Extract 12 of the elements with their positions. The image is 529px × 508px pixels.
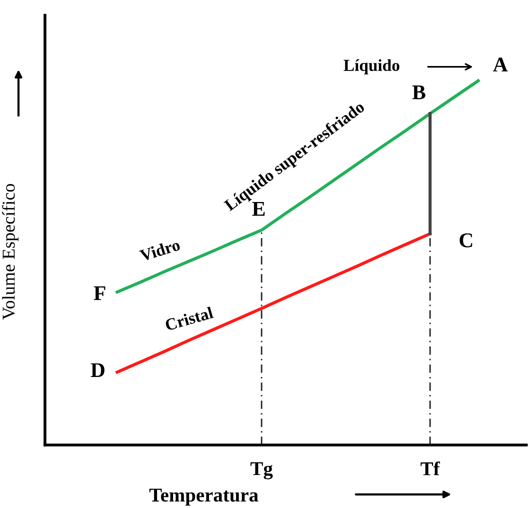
text: D xyxy=(90,363,104,377)
annotation: F xyxy=(94,286,106,300)
x-axis-title: Temperatura xyxy=(149,488,258,506)
x-tick-label: Tf xyxy=(420,461,440,476)
text: Líquido xyxy=(344,59,400,74)
annotation: Vidro xyxy=(138,238,181,262)
annotation: Cristal xyxy=(164,306,214,331)
y-axis-title: Volume Específico xyxy=(2,184,18,320)
annotation: B xyxy=(412,86,426,100)
annotation: C xyxy=(460,233,472,248)
text: A xyxy=(493,58,508,72)
x-tick-label: Tg xyxy=(250,462,273,480)
